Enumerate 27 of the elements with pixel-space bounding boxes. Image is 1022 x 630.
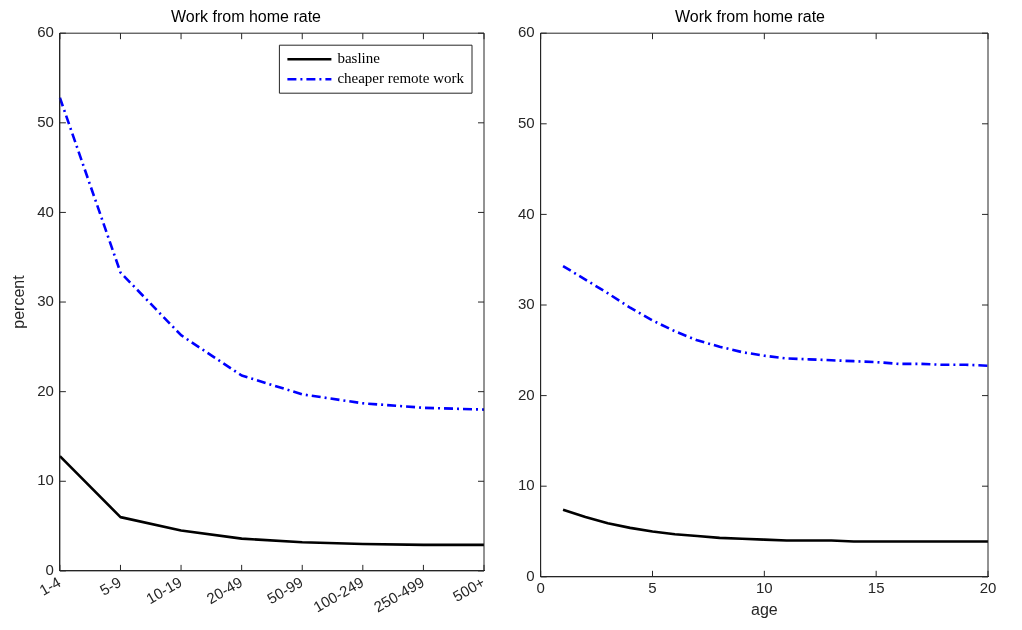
y-tick-label: 60 [37,23,54,41]
x-tick-label: 20 [979,578,997,596]
y-tick-label: 40 [37,202,54,220]
line-series [58,96,486,411]
line-series [561,264,988,367]
y-tick-label: 20 [37,381,54,399]
y-tick-label: 0 [45,561,54,579]
chart-title: Work from home rate [675,8,826,26]
x-tick-label: 10 [756,578,773,596]
chart-title: Work from home rate [171,8,322,26]
y-tick-label: 30 [37,292,54,310]
x-tick-label: 5 [648,578,657,596]
x-tick-label: 15 [867,578,885,596]
y-tick-label: 10 [518,476,535,494]
x-tick-label: 500+ [449,573,488,605]
legend-label: cheaper remote work [337,70,465,87]
x-axis-title: age [750,600,778,618]
y-tick-label: 30 [518,295,535,313]
y-tick-label: 50 [518,113,535,131]
x-tick-label: 5-9 [96,573,125,599]
y-tick-label: 40 [518,204,535,222]
y-axis-title: percent [10,274,28,329]
y-tick-label: 10 [37,471,54,489]
y-tick-label: 60 [518,23,535,41]
y-tick-label: 50 [37,112,54,130]
legend-label: basline [337,50,381,67]
y-tick-label: 20 [518,385,535,403]
